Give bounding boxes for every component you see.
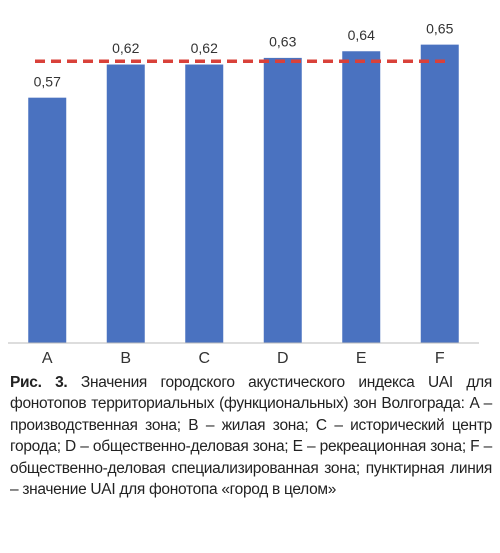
bar [263,57,302,344]
value-label: 0,57 [34,73,61,89]
bar [185,64,224,344]
caption-label: Рис. 3. [10,374,68,391]
x-tick-label: E [356,350,367,367]
x-tick-label: C [198,350,210,367]
caption: Рис. 3. Значения городского акустическог… [10,372,492,500]
value-label: 0,63 [269,34,296,50]
chart: 0,57 A 0,62 B 0,62 C 0,63 D 0,64 E 0,65 F [8,20,479,367]
bar [420,44,459,344]
bar [342,51,381,344]
caption-text: Значения городского акустического индекс… [10,374,492,499]
bar [28,97,67,343]
bar [106,64,145,344]
value-label: 0,65 [426,20,453,36]
value-label: 0,64 [348,27,375,43]
x-tick-label: D [277,350,289,367]
x-tick-label: A [42,350,53,367]
x-tick-label: B [120,350,131,367]
x-tick-label: F [435,350,445,367]
value-label: 0,62 [191,40,218,56]
value-label: 0,62 [112,40,139,56]
